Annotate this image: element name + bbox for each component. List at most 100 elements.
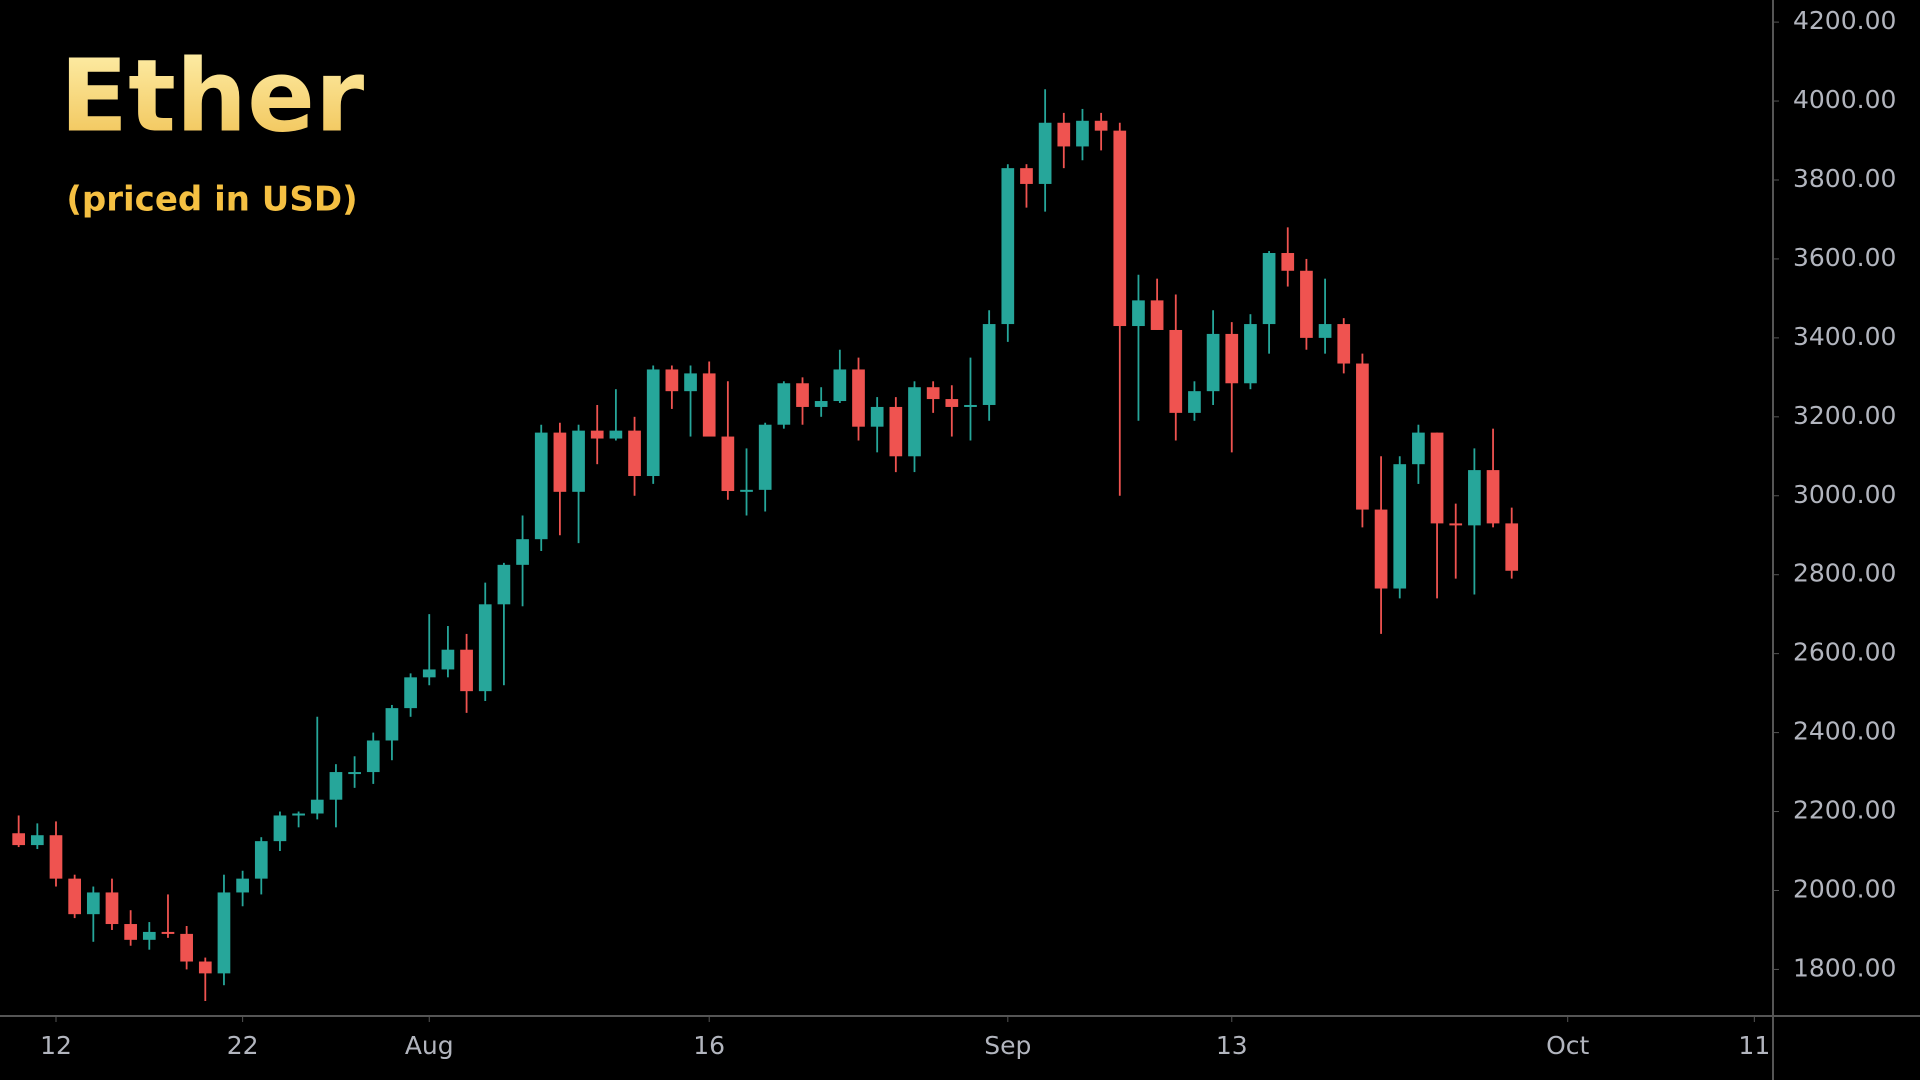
y-tick-label: 1800.00 (1793, 953, 1896, 982)
candle-body (1281, 253, 1295, 271)
candle-body (292, 813, 305, 816)
candle-body (609, 430, 623, 439)
candle-body (777, 383, 791, 425)
candle-body (1001, 168, 1015, 325)
candle-body (142, 931, 156, 940)
candle-body (1393, 464, 1407, 589)
y-tick-label: 3800.00 (1793, 164, 1896, 193)
candle-body (86, 892, 100, 915)
candle-body (236, 878, 249, 893)
y-tick-label: 4200.00 (1793, 6, 1896, 35)
x-tick-label: 11 (1738, 1031, 1770, 1060)
candle-body (460, 649, 473, 692)
x-tick-label: 22 (227, 1031, 259, 1060)
candle-body (1374, 509, 1388, 589)
candle-body (1225, 333, 1239, 384)
candle-body (180, 933, 193, 962)
candle-body (870, 406, 884, 427)
candle-body (1356, 363, 1369, 510)
candle-body (572, 430, 585, 492)
candle-body (366, 740, 380, 773)
candle-body (1113, 130, 1127, 327)
candle-body (1169, 329, 1183, 413)
candle-body (348, 772, 361, 775)
candle-body (12, 833, 26, 846)
candle-body (1468, 470, 1481, 526)
x-tick-label: 16 (693, 1031, 725, 1060)
candle-body (1337, 324, 1351, 364)
candle-body (1020, 168, 1033, 184)
candle-body (534, 432, 548, 540)
candle-body (124, 924, 137, 940)
chart-title: Ether (60, 37, 365, 154)
candle-body (1505, 523, 1519, 571)
x-tick-label: 13 (1216, 1031, 1248, 1060)
y-tick-label: 2200.00 (1793, 796, 1896, 825)
candle-body (926, 387, 940, 400)
candle-body (665, 369, 679, 392)
candle-body (1449, 523, 1463, 526)
candle-body (516, 539, 529, 565)
candle-body (105, 892, 119, 925)
candle-body (852, 369, 865, 427)
y-tick-label: 3400.00 (1793, 322, 1896, 351)
candle-body (1188, 391, 1201, 413)
candle-body (30, 835, 44, 846)
y-tick-label: 2800.00 (1793, 559, 1896, 588)
candle-body (964, 404, 977, 407)
candle-body (1244, 324, 1257, 384)
candle-body (684, 373, 697, 392)
candle-body (254, 841, 268, 879)
candle-body (1430, 432, 1444, 524)
candle-body (198, 961, 212, 974)
y-tick-label: 3600.00 (1793, 243, 1896, 272)
candle-body (1486, 470, 1500, 524)
candle-body (1412, 432, 1425, 465)
candle-body (553, 432, 567, 492)
candle-body (982, 324, 996, 405)
candle-body (49, 835, 63, 879)
candle-body (217, 892, 231, 974)
y-tick-label: 2400.00 (1793, 717, 1896, 746)
x-tick-label: Oct (1546, 1031, 1589, 1060)
candle-body (404, 677, 417, 709)
candle-body (1318, 324, 1332, 338)
candle-body (814, 401, 828, 407)
y-tick-label: 2000.00 (1793, 874, 1896, 903)
y-tick-label: 4000.00 (1793, 85, 1896, 114)
chart-subtitle: (priced in USD) (66, 180, 357, 220)
y-tick-label: 3200.00 (1793, 401, 1896, 430)
candle-body (646, 369, 660, 477)
candle-body (908, 387, 921, 457)
candle-body (1262, 253, 1276, 325)
candle-body (161, 931, 175, 934)
candle-body (721, 436, 735, 492)
candle-body (1150, 300, 1164, 330)
candle-body (68, 878, 81, 915)
candle-body (310, 799, 324, 814)
candle-body (1206, 333, 1220, 392)
candle-body (1038, 122, 1052, 184)
candle-body (796, 383, 809, 407)
candle-body (1076, 120, 1089, 147)
candle-body (833, 369, 847, 402)
candle-body (422, 669, 436, 678)
candle-body (1300, 270, 1313, 338)
candle-body (590, 430, 604, 439)
candle-body (329, 772, 343, 800)
candle-body (385, 708, 399, 741)
candle-body (1094, 120, 1108, 131)
y-tick-label: 3000.00 (1793, 480, 1896, 509)
candle-body (441, 649, 455, 670)
candle-body (758, 424, 772, 490)
candle-body (478, 604, 492, 692)
x-tick-label: 12 (40, 1031, 72, 1060)
x-tick-label: Sep (984, 1031, 1031, 1060)
candle-body (1057, 122, 1071, 147)
candle-body (273, 815, 287, 842)
candle-body (497, 564, 511, 605)
candle-body (1132, 300, 1145, 327)
